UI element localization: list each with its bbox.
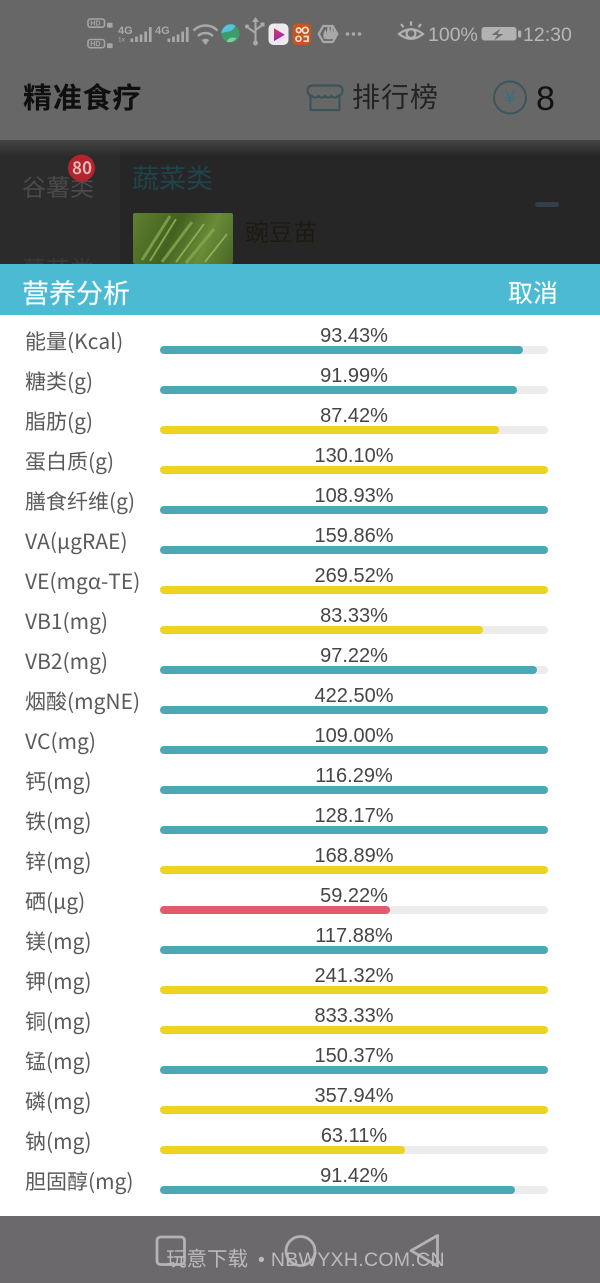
svg-text:1x: 1x	[118, 37, 126, 44]
svg-text:4G: 4G	[118, 25, 133, 37]
svg-text:4G: 4G	[155, 25, 170, 37]
svg-text:HD: HD	[90, 39, 100, 48]
svg-text:HD: HD	[90, 19, 100, 28]
